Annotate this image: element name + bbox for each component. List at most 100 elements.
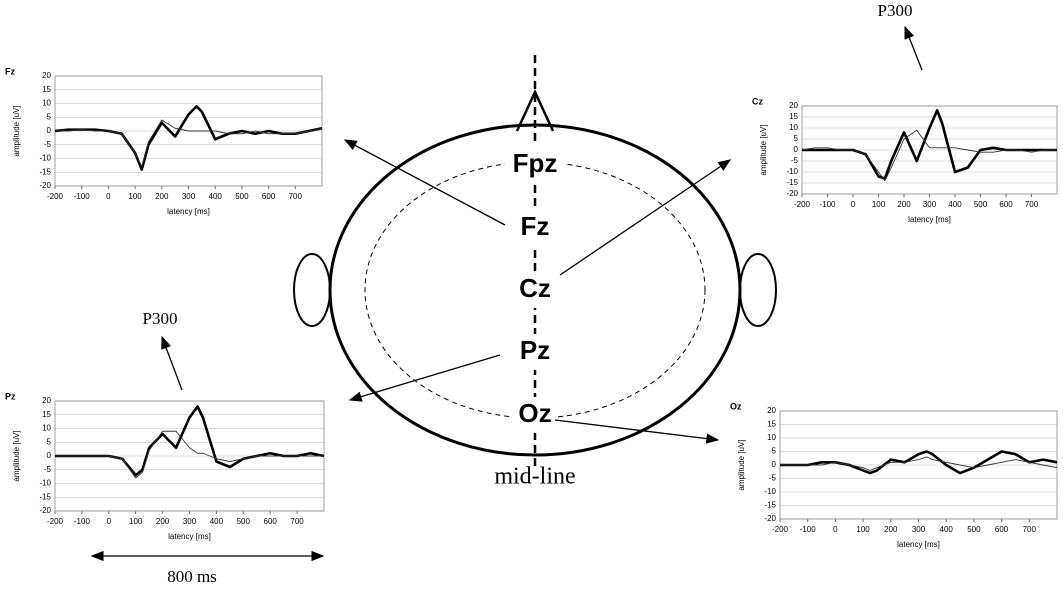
label-bg <box>512 272 558 308</box>
y-axis-label: amplitude [uV] <box>737 439 746 490</box>
x-tick-label: 100 <box>856 525 870 534</box>
head-outline <box>328 123 742 457</box>
y-tick-label: -5 <box>44 465 52 474</box>
x-axis-label: latency [ms] <box>908 215 951 224</box>
arrow <box>343 139 506 226</box>
y-tick-label: 0 <box>794 145 799 154</box>
y-tick-label: -15 <box>39 167 51 176</box>
y-tick-label: -20 <box>764 514 776 523</box>
y-tick-label: 20 <box>42 71 51 80</box>
electrode: Cz <box>519 273 551 303</box>
x-tick-label: 700 <box>1023 525 1037 534</box>
x-axis-label: latency [ms] <box>168 532 211 541</box>
series-line <box>54 104 323 171</box>
y-tick-label: 5 <box>47 112 52 121</box>
x-tick-label: 600 <box>262 192 276 201</box>
y-tick-label: 10 <box>42 424 51 433</box>
chart-title: Pz <box>5 391 16 401</box>
x-tick-label: 300 <box>912 525 926 534</box>
y-tick-label: -15 <box>764 501 776 510</box>
x-tick-label: 100 <box>128 192 142 201</box>
y-tick-label: 15 <box>42 85 51 94</box>
chart-title: Oz <box>730 401 742 411</box>
y-tick-label: 20 <box>789 101 798 110</box>
duration-label: 800 ms <box>167 567 217 586</box>
y-tick-label: 20 <box>42 396 51 405</box>
x-tick-label: 0 <box>106 192 111 201</box>
x-tick-label: 400 <box>210 517 224 526</box>
chart: Pz amplitude [uV] latency [ms] -20 -15 -10 -5 0… <box>5 391 325 541</box>
arrow <box>904 25 923 71</box>
chart-title: Fz <box>5 66 15 76</box>
x-tick-label: 600 <box>995 525 1009 534</box>
y-tick-label: -20 <box>786 189 798 198</box>
right-ear <box>739 253 777 327</box>
x-tick-label: 300 <box>183 517 197 526</box>
x-tick-label: 300 <box>182 192 196 201</box>
y-tick-label: 20 <box>767 406 776 415</box>
series-line <box>55 430 324 479</box>
x-tick-label: 700 <box>290 517 304 526</box>
series-line <box>780 456 1058 471</box>
y-tick-label: -10 <box>786 167 798 176</box>
x-tick-label: 400 <box>948 200 962 209</box>
label-bg <box>512 334 558 370</box>
annotation: P300 <box>878 1 913 20</box>
x-tick-label: 0 <box>833 525 838 534</box>
electrode: Fpz <box>513 148 558 178</box>
x-tick-label: 500 <box>235 192 249 201</box>
nose <box>515 89 555 132</box>
y-tick-label: -5 <box>44 140 52 149</box>
y-tick-label: 10 <box>767 433 776 442</box>
chart: Cz amplitude [uV] latency [ms] -20 -15 -10 -5 0… <box>752 96 1058 224</box>
x-tick-label: -100 <box>819 200 836 209</box>
y-tick-label: 5 <box>47 437 52 446</box>
y-axis-label: amplitude [uV] <box>12 105 21 156</box>
x-tick-label: 200 <box>156 517 170 526</box>
y-tick-label: 10 <box>42 99 51 108</box>
y-tick-label: 15 <box>767 420 776 429</box>
series-line <box>780 450 1058 475</box>
y-tick-label: 0 <box>772 460 777 469</box>
arrow <box>161 335 183 391</box>
x-tick-label: 500 <box>974 200 988 209</box>
electrode: Pz <box>520 335 550 365</box>
x-tick-label: 400 <box>209 192 223 201</box>
x-tick-label: 400 <box>940 525 954 534</box>
chart: Fz amplitude [uV] latency [ms] -20 -15 -10 -5 0… <box>5 66 323 216</box>
x-tick-label: 100 <box>129 517 143 526</box>
x-axis-label: latency [ms] <box>897 540 940 549</box>
label-bg <box>512 397 558 433</box>
arrows <box>90 25 923 562</box>
y-tick-label: 10 <box>789 123 798 132</box>
x-tick-label: 700 <box>1025 200 1039 209</box>
series-line <box>802 109 1057 180</box>
x-tick-label: 700 <box>289 192 303 201</box>
chart: Oz amplitude [uV] latency [ms] -20 -15 -10 -5 0… <box>730 401 1058 549</box>
y-tick-label: 15 <box>789 112 798 121</box>
x-tick-label: 600 <box>264 517 278 526</box>
x-tick-label: 500 <box>237 517 251 526</box>
x-axis-label: latency [ms] <box>167 207 210 216</box>
electrode: Fz <box>521 211 550 241</box>
x-tick-label: 200 <box>897 200 911 209</box>
x-tick-label: 500 <box>967 525 981 534</box>
label-bg <box>505 145 565 183</box>
y-tick-label: -15 <box>786 178 798 187</box>
electrode: Oz <box>518 398 551 428</box>
y-tick-label: -20 <box>39 506 51 515</box>
arrow <box>554 419 720 444</box>
left-ear <box>293 253 331 327</box>
x-tick-label: -200 <box>47 517 64 526</box>
y-tick-label: 15 <box>42 410 51 419</box>
annotation: P300 <box>143 309 178 328</box>
y-tick-label: -10 <box>764 487 776 496</box>
x-tick-label: 200 <box>155 192 169 201</box>
y-tick-label: 5 <box>772 447 777 456</box>
series-line <box>55 405 325 477</box>
y-tick-label: -5 <box>791 156 799 165</box>
x-tick-label: -100 <box>800 525 817 534</box>
x-tick-label: 200 <box>884 525 898 534</box>
